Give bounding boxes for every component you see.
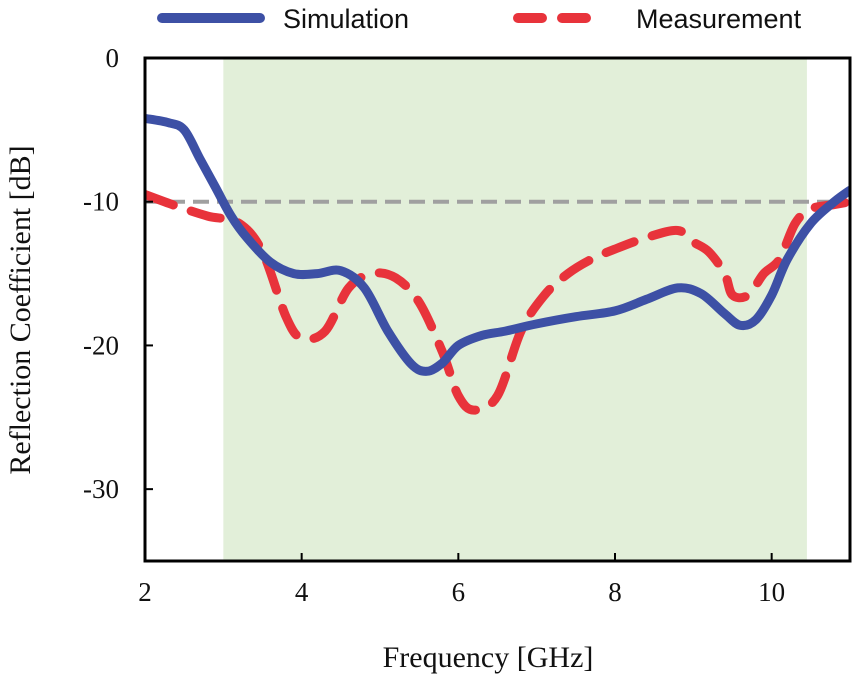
x-tick-label: 10 xyxy=(758,577,785,607)
y-tick-label: -30 xyxy=(83,474,119,504)
x-tick-label: 4 xyxy=(295,577,309,607)
x-tick-label: 6 xyxy=(452,577,466,607)
shaded-band xyxy=(223,59,807,560)
plot-frame xyxy=(143,56,852,563)
y-axis-title: Reflection Coefficient [dB] xyxy=(4,145,37,474)
series-line-measurement xyxy=(145,190,850,415)
y-tick-label: 0 xyxy=(106,43,120,73)
y-tick-label: -20 xyxy=(83,330,119,360)
x-axis-title: Frequency [GHz] xyxy=(383,641,594,674)
x-tick-label: 8 xyxy=(608,577,622,607)
legend-label-measurement: Measurement xyxy=(636,4,802,34)
series-line-simulation xyxy=(145,113,850,376)
legend-label-simulation: Simulation xyxy=(283,4,409,34)
x-tick-label: 2 xyxy=(138,577,152,607)
legend: Simulation Measurement xyxy=(157,4,802,34)
y-tick-label: -10 xyxy=(83,187,119,217)
plot-area: 2 4 6 8 10 0 -10 -20 -30 xyxy=(83,43,852,607)
